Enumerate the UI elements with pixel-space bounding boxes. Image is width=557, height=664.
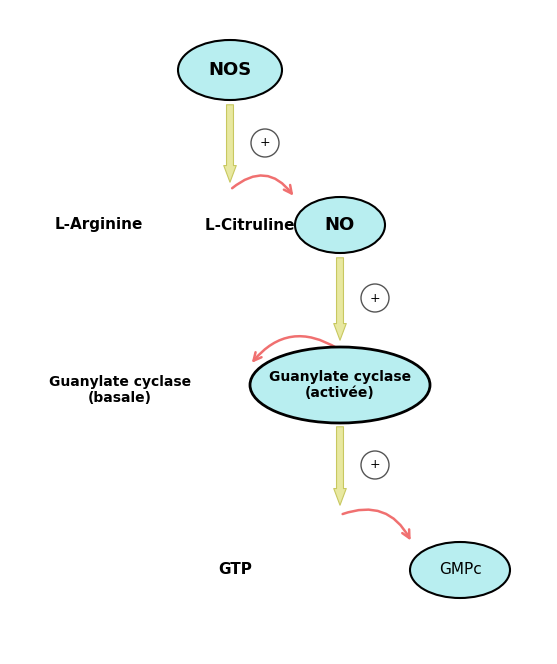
FancyArrowPatch shape — [232, 175, 292, 193]
Text: NO: NO — [325, 216, 355, 234]
FancyArrowPatch shape — [334, 258, 346, 340]
Circle shape — [251, 129, 279, 157]
FancyArrowPatch shape — [253, 336, 338, 361]
Text: GMPc: GMPc — [438, 562, 481, 578]
FancyArrowPatch shape — [334, 427, 346, 505]
Text: +: + — [260, 137, 270, 149]
Ellipse shape — [410, 542, 510, 598]
Text: +: + — [370, 291, 380, 305]
Ellipse shape — [178, 40, 282, 100]
Circle shape — [361, 284, 389, 312]
Circle shape — [361, 451, 389, 479]
Ellipse shape — [295, 197, 385, 253]
Text: L-Citruline +: L-Citruline + — [205, 218, 312, 232]
Text: Guanylate cyclase
(basale): Guanylate cyclase (basale) — [49, 375, 191, 405]
Text: GTP: GTP — [218, 562, 252, 578]
FancyArrowPatch shape — [224, 105, 236, 182]
Text: NOS: NOS — [208, 61, 252, 79]
Text: L-Arginine: L-Arginine — [55, 218, 143, 232]
Text: +: + — [370, 459, 380, 471]
Text: Guanylate cyclase
(activée): Guanylate cyclase (activée) — [269, 370, 411, 400]
Ellipse shape — [250, 347, 430, 423]
FancyArrowPatch shape — [343, 509, 409, 538]
